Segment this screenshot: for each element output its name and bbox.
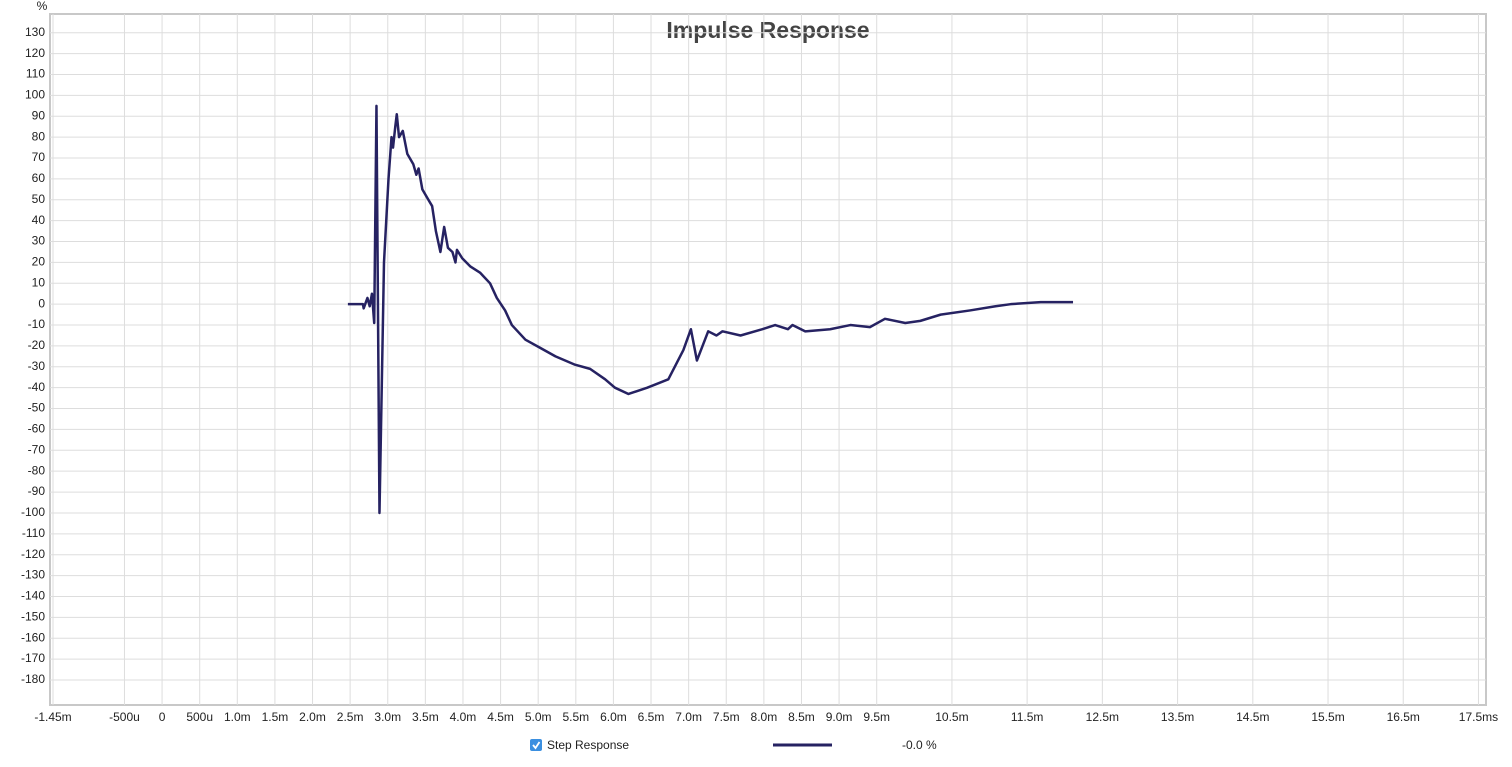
x-tick-label: 8.0m	[751, 710, 778, 724]
y-tick-label: 90	[32, 108, 46, 122]
x-tick-label: 2.5m	[337, 710, 364, 724]
y-tick-label: 0	[38, 296, 45, 310]
x-tick-label: 6.5m	[638, 710, 665, 724]
y-tick-label: 30	[32, 234, 46, 248]
y-tick-label: -90	[28, 484, 46, 498]
data-line	[347, 104, 1074, 515]
y-tick-label: 120	[25, 46, 45, 60]
y-tick-label: -120	[21, 547, 45, 561]
y-tick-label: -170	[21, 651, 45, 665]
x-tick-label: 5.0m	[525, 710, 552, 724]
y-tick-label: -150	[21, 609, 45, 623]
x-tick-label: 6.0m	[600, 710, 627, 724]
x-tick-label: 4.0m	[450, 710, 477, 724]
y-tick-label: -160	[21, 630, 45, 644]
x-tick-label: 1.5m	[262, 710, 289, 724]
x-tick-label: 8.5m	[788, 710, 815, 724]
y-tick-label: -50	[28, 401, 46, 415]
x-tick-label: 17.5ms	[1459, 710, 1498, 724]
y-tick-label: 60	[32, 171, 46, 185]
x-tick-label: 10.5m	[935, 710, 968, 724]
y-tick-label: -110	[22, 526, 45, 540]
x-tick-label: 3.5m	[412, 710, 439, 724]
legend-value: -0.0 %	[902, 738, 937, 752]
chart-title: Impulse Response	[666, 17, 869, 43]
y-tick-label: -10	[28, 317, 46, 331]
y-tick-label: -140	[21, 589, 45, 603]
x-tick-label: 7.0m	[675, 710, 702, 724]
legend-checkbox[interactable]	[530, 739, 542, 751]
x-tick-label: 14.5m	[1236, 710, 1269, 724]
y-tick-label: 10	[32, 275, 46, 289]
y-tick-label: -20	[28, 338, 46, 352]
x-tick-label: -1.45m	[34, 710, 71, 724]
y-tick-label: 20	[32, 255, 46, 269]
plot-area	[49, 13, 1487, 706]
x-tick-label: 7.5m	[713, 710, 740, 724]
y-tick-label: 50	[32, 192, 46, 206]
y-tick-label: -100	[21, 505, 45, 519]
y-tick-label: -130	[21, 568, 45, 582]
x-tick-label: -500u	[109, 710, 140, 724]
x-tick-label: 15.5m	[1311, 710, 1344, 724]
x-tick-label: 16.5m	[1387, 710, 1420, 724]
y-tick-label: -40	[28, 380, 46, 394]
y-tick-label: -30	[28, 359, 46, 373]
y-tick-label: -80	[28, 463, 46, 477]
y-tick-label: 40	[32, 213, 46, 227]
checkmark	[532, 741, 541, 750]
x-tick-label: 500u	[186, 710, 213, 724]
x-tick-label: 9.0m	[826, 710, 853, 724]
y-tick-label: 130	[25, 25, 45, 39]
x-tick-label: 12.5m	[1086, 710, 1119, 724]
x-tick-label: 0	[159, 710, 166, 724]
x-tick-label: 9.5m	[863, 710, 890, 724]
x-tick-label: 4.5m	[487, 710, 514, 724]
y-tick-label: 70	[32, 150, 46, 164]
y-tick-label: 110	[26, 67, 45, 81]
y-tick-label: -60	[28, 422, 46, 436]
legend-label: Step Response	[547, 738, 629, 752]
x-tick-label: 1.0m	[224, 710, 251, 724]
x-tick-label: 2.0m	[299, 710, 326, 724]
y-tick-label: 100	[25, 88, 45, 102]
x-tick-label: 3.0m	[374, 710, 401, 724]
x-tick-label: 5.5m	[562, 710, 589, 724]
x-tick-label: 11.5m	[1011, 710, 1043, 724]
y-tick-label: 80	[32, 129, 46, 143]
y-axis-label: %	[37, 0, 48, 13]
y-tick-label: -180	[21, 672, 45, 686]
y-tick-label: -70	[28, 442, 46, 456]
x-tick-label: 13.5m	[1161, 710, 1194, 724]
